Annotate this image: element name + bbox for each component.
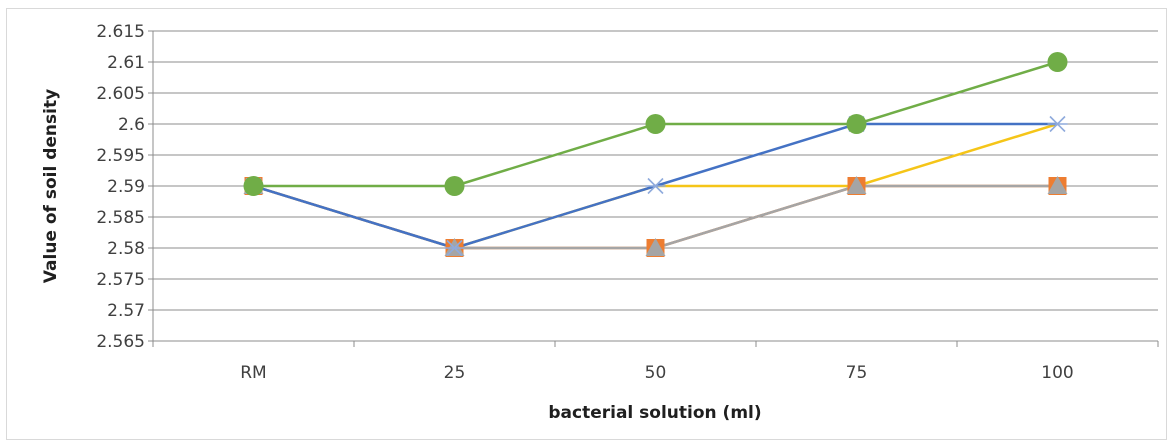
y-tick-label: 2.605: [96, 84, 145, 104]
y-tick-label: 2.61: [107, 53, 145, 73]
y-tick-label: 2.57: [107, 301, 145, 321]
star-stroke: [1049, 115, 1066, 133]
y-tick-label: 2.565: [96, 332, 145, 352]
y-tick-label: 2.595: [96, 146, 145, 166]
data-point-circle: [846, 114, 867, 134]
tick-labels: 2.565 2.57 2.575 2.58 2.585 2.59 2.595 2.6 2.605…: [96, 22, 1073, 383]
data-point-circle: [1047, 52, 1068, 72]
y-tick-label: 2.575: [96, 270, 145, 290]
x-axis-title: bacterial solution (ml): [548, 403, 761, 423]
x-tick-label: 100: [1041, 363, 1073, 383]
data-point-star: [645, 177, 666, 195]
chart-frame: [6, 8, 1167, 440]
y-tick-label: 2.6: [118, 115, 145, 135]
axes: [148, 30, 1159, 347]
star-stroke: [446, 239, 463, 257]
data-point-star: [1047, 115, 1068, 133]
data-point-circle: [444, 176, 465, 196]
x-tick-label: 25: [444, 363, 466, 383]
x-tick-label: 50: [645, 363, 667, 383]
markers-group: [243, 52, 1068, 257]
data-point-triangle: [645, 238, 666, 256]
data-point-star: [444, 239, 465, 257]
x-tick-label: RM: [240, 363, 266, 383]
data-point-circle: [243, 176, 264, 196]
data-point-triangle: [846, 176, 867, 194]
y-tick-label: 2.615: [96, 22, 145, 42]
x-tick-label: 75: [846, 363, 868, 383]
y-axis-title: Value of soil density: [41, 89, 61, 283]
data-point-circle: [645, 114, 666, 134]
star-stroke: [647, 177, 664, 195]
y-tick-label: 2.58: [107, 239, 145, 259]
y-tick-label: 2.59: [107, 177, 145, 197]
y-tick-label: 2.585: [96, 208, 145, 228]
data-point-triangle: [1047, 176, 1068, 194]
